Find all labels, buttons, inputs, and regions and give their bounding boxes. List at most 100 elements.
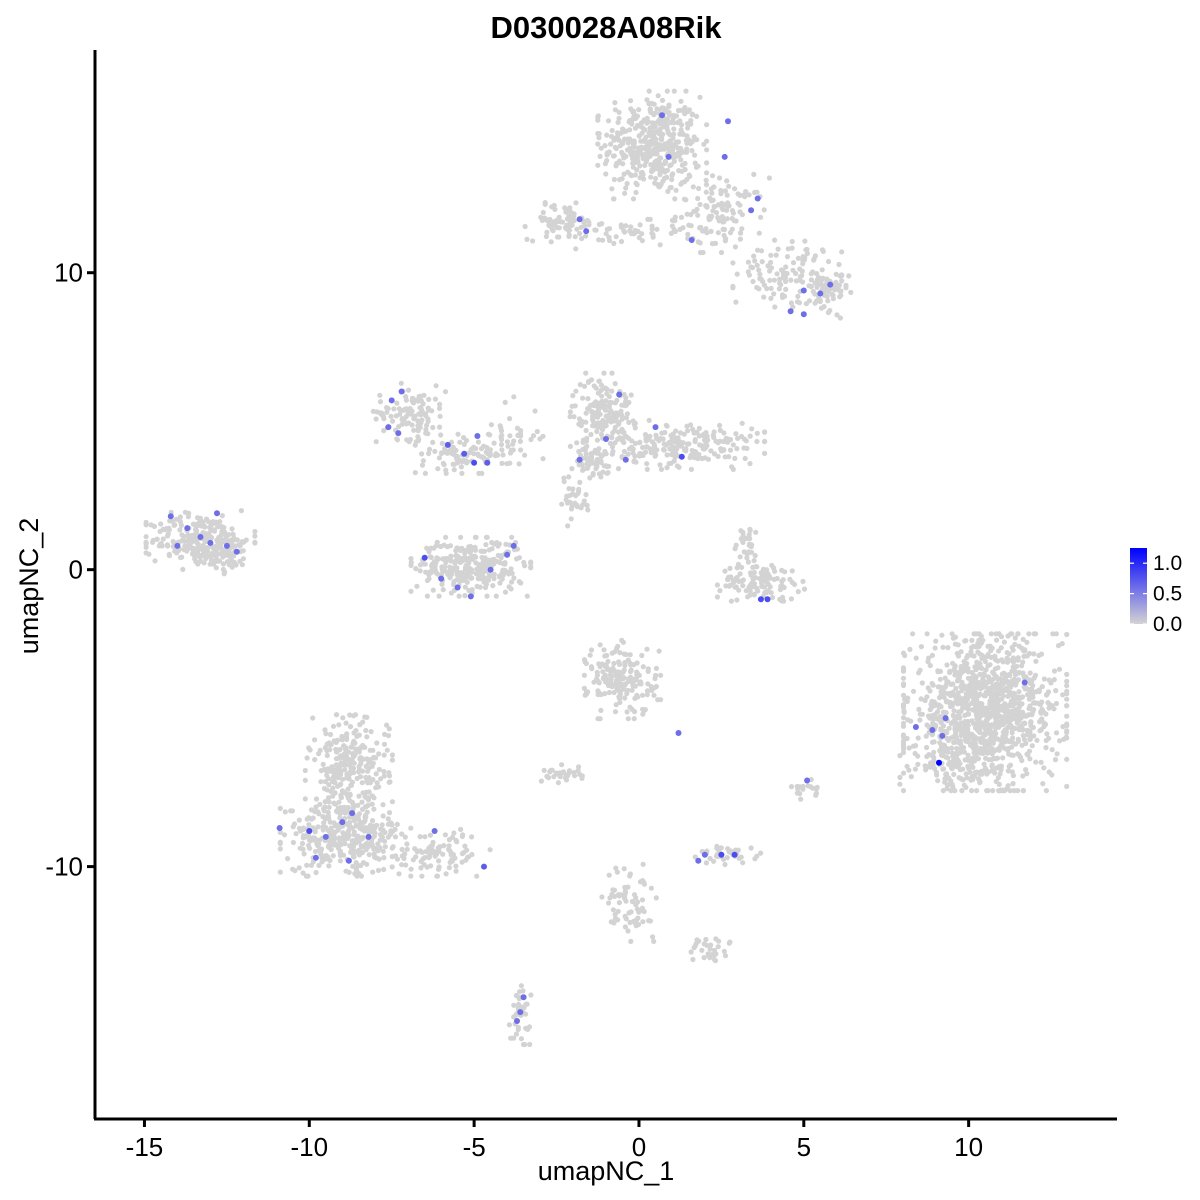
cell-point [721,430,727,436]
cell-point [143,539,149,545]
cell-point [789,568,795,574]
cell-point [629,438,635,444]
cell-point [688,466,695,472]
cell-point [1023,767,1029,773]
cell-point [640,919,646,925]
cell-point [981,654,988,661]
cell-point [644,115,650,121]
cell-point [1051,677,1057,683]
cell-point [768,265,775,271]
cell-point [642,154,648,160]
cell-point [616,421,622,427]
cell-point [581,672,588,678]
cell-point [143,522,149,528]
cell-point [694,429,700,435]
cell-point [381,428,387,434]
cell-point [1009,713,1015,719]
cell-point [428,863,434,869]
legend-label: 0.5 [1153,583,1182,606]
cell-point [985,750,991,756]
cell-point [377,837,383,843]
cell-point [720,214,726,220]
y-tick-label: 0 [69,555,83,585]
x-axis-label: umapNC_1 [538,1156,675,1186]
cell-point [976,719,982,725]
cell-point [737,554,743,560]
cell-point [538,778,545,784]
cell-point [835,284,841,290]
cell-point [997,691,1003,697]
cell-point [625,451,631,457]
cell-point [412,442,418,448]
y-tick-label: -10 [45,852,83,882]
cell-point [648,885,655,891]
cell-point [226,562,232,568]
cell-point [658,142,664,148]
cell-point [315,824,321,830]
cell-point [612,100,618,106]
cell-point [324,752,330,759]
cell-point [580,395,586,401]
cell-point [704,230,710,236]
cell-point [427,844,434,850]
cell-point [167,518,173,524]
cell-point [737,571,743,577]
cell-point [945,749,951,755]
cell-point [923,767,929,773]
cell-point [611,416,617,422]
cell-point [504,569,510,575]
cell-point [281,832,288,838]
cell-point [962,638,968,644]
cell-point [778,267,785,273]
cell-point [373,785,379,791]
cell-point [507,416,513,422]
cell-point [984,717,991,723]
cell-point [356,767,362,773]
cell-point [1038,709,1044,715]
cell-point [635,899,641,905]
cell-point [1031,651,1037,657]
cell-point [462,550,468,557]
cell-point [428,554,434,561]
cell-point [694,937,700,943]
cell-point [347,822,353,828]
cell-point [567,205,573,211]
cell-point [965,739,971,745]
cell-point [438,432,444,438]
cell-point [302,796,308,802]
cell-point [544,229,550,235]
cell-point [362,814,368,820]
cell-point [464,847,470,853]
cell-point [741,436,748,442]
cell-point [667,440,673,446]
cell-point [449,569,455,575]
cell-point [377,392,383,398]
cell-point [562,775,569,781]
cell-point [386,726,392,732]
cell-point [297,845,303,851]
cell-point [622,695,628,701]
cell-point [744,445,750,451]
cell-point [697,94,703,100]
cell-point [370,777,376,783]
cell-point [651,448,657,454]
cell-point [802,238,808,244]
cell-point [572,403,578,409]
cell-point [816,295,822,301]
cell-point [1016,717,1022,724]
cell-point [160,536,166,542]
cell-point [663,442,669,448]
expressing-cell-point [942,715,949,722]
cell-point [473,534,479,540]
cell-point [524,236,530,242]
cell-point [618,671,624,678]
cell-point [569,222,575,228]
cell-point [979,685,985,691]
cell-point [213,546,219,552]
cell-point [1022,684,1028,690]
cell-point [685,231,691,237]
cell-point [296,865,302,871]
cell-point [616,893,622,899]
cell-point [408,873,414,879]
cell-point [671,155,678,161]
